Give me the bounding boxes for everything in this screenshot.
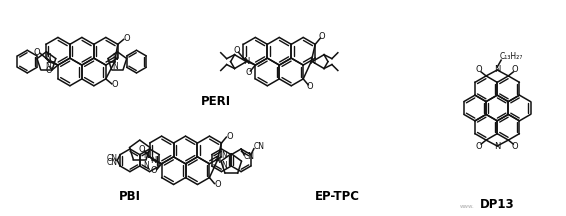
Text: C₁₃H₂₇: C₁₃H₂₇ [499, 52, 522, 61]
Text: O: O [476, 65, 482, 75]
Text: O: O [512, 65, 518, 75]
Text: O: O [139, 145, 145, 154]
Text: CN: CN [107, 154, 118, 163]
Text: O: O [151, 166, 157, 175]
Text: CN: CN [254, 142, 264, 151]
Text: PERI: PERI [201, 95, 231, 108]
Text: O: O [245, 68, 252, 78]
Text: O: O [214, 180, 221, 189]
Text: O: O [226, 132, 233, 141]
Text: DP13: DP13 [480, 198, 514, 211]
Text: N: N [494, 65, 500, 73]
Text: N: N [214, 156, 221, 165]
Text: N: N [45, 53, 52, 62]
Text: N: N [113, 53, 118, 62]
Text: www.: www. [460, 204, 474, 209]
Text: O: O [34, 48, 40, 57]
Text: N: N [113, 62, 118, 71]
Text: N: N [309, 57, 315, 66]
Text: O: O [123, 34, 130, 43]
Text: CN: CN [243, 152, 255, 161]
Text: N: N [144, 161, 149, 170]
Text: O: O [112, 80, 118, 89]
Text: O: O [512, 141, 518, 151]
Text: N: N [45, 62, 52, 71]
Text: O: O [319, 32, 325, 41]
Text: O: O [233, 46, 240, 55]
Text: PBI: PBI [119, 190, 141, 203]
Text: N: N [144, 151, 149, 160]
Text: N: N [221, 161, 228, 170]
Text: N: N [243, 57, 250, 66]
Text: O: O [476, 141, 482, 151]
Text: N: N [494, 143, 500, 151]
Text: N: N [221, 151, 228, 160]
Text: O: O [307, 82, 314, 91]
Text: EP-TPC: EP-TPC [315, 190, 360, 203]
Text: O: O [46, 67, 53, 75]
Text: CN: CN [107, 158, 118, 167]
Text: N: N [151, 156, 157, 165]
